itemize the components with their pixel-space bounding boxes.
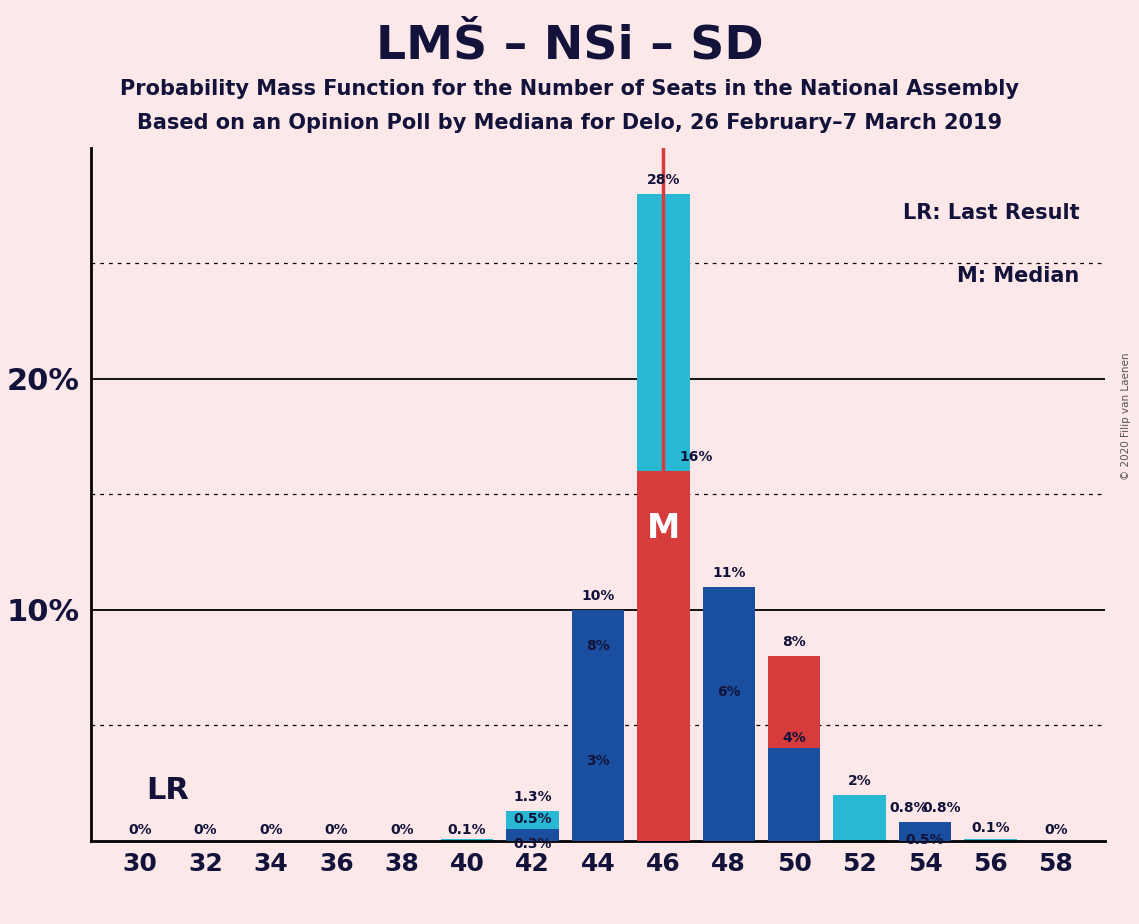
Bar	[703, 702, 755, 841]
Bar	[965, 839, 1016, 841]
Text: 11%: 11%	[712, 565, 746, 580]
Text: © 2020 Filip van Laenen: © 2020 Filip van Laenen	[1121, 352, 1131, 480]
Text: M: Median: M: Median	[957, 266, 1080, 286]
Text: 0%: 0%	[260, 822, 282, 837]
Text: 0%: 0%	[129, 822, 151, 837]
Bar	[768, 656, 820, 841]
Text: 6%: 6%	[716, 685, 740, 699]
Text: 0.1%: 0.1%	[448, 822, 486, 837]
Text: 0.8%: 0.8%	[890, 801, 928, 816]
Bar	[899, 822, 951, 841]
Text: 16%: 16%	[679, 450, 713, 464]
Bar	[507, 811, 559, 841]
Text: 0.3%: 0.3%	[514, 837, 551, 851]
Text: 0.1%: 0.1%	[972, 821, 1009, 835]
Text: 8%: 8%	[782, 635, 806, 649]
Bar	[703, 587, 755, 841]
Text: 1.3%: 1.3%	[514, 790, 552, 804]
Text: Probability Mass Function for the Number of Seats in the National Assembly: Probability Mass Function for the Number…	[120, 79, 1019, 99]
Text: LR: LR	[147, 775, 189, 805]
Text: 0.5%: 0.5%	[514, 812, 552, 826]
Bar	[899, 830, 951, 841]
Text: 0.8%: 0.8%	[921, 801, 960, 816]
Text: 0%: 0%	[1044, 822, 1067, 837]
Text: 2%: 2%	[847, 773, 871, 787]
Text: 10%: 10%	[581, 589, 615, 602]
Bar	[572, 610, 624, 841]
Text: LR: Last Result: LR: Last Result	[903, 203, 1080, 224]
Bar	[572, 772, 624, 841]
Bar	[834, 795, 886, 841]
Bar	[899, 822, 951, 841]
Bar	[507, 834, 559, 841]
Bar	[441, 839, 493, 841]
Text: Based on an Opinion Poll by Mediana for Delo, 26 February–7 March 2019: Based on an Opinion Poll by Mediana for …	[137, 113, 1002, 133]
Text: 0%: 0%	[390, 822, 413, 837]
Text: 0%: 0%	[194, 822, 218, 837]
Text: 4%: 4%	[782, 731, 806, 745]
Text: LMŠ – NSi – SD: LMŠ – NSi – SD	[376, 23, 763, 68]
Text: 3%: 3%	[587, 754, 609, 768]
Bar	[768, 748, 820, 841]
Text: 0.5%: 0.5%	[906, 833, 944, 846]
Text: 28%: 28%	[647, 173, 680, 187]
Bar	[572, 656, 624, 841]
Bar	[637, 194, 689, 841]
Text: 8%: 8%	[587, 638, 609, 652]
Text: M: M	[647, 513, 680, 545]
Bar	[637, 471, 689, 841]
Text: 0%: 0%	[325, 822, 349, 837]
Bar	[507, 830, 559, 841]
